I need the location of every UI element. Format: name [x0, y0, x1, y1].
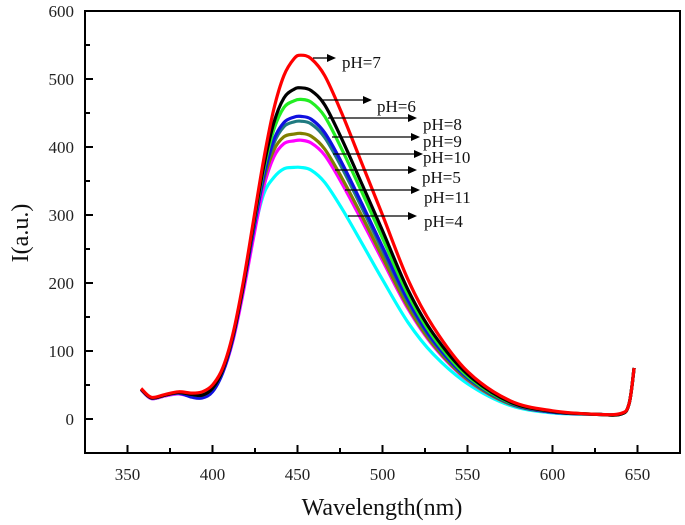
series-line-ph-4 [139, 165, 636, 417]
x-axis-label: Wavelength(nm) [302, 495, 463, 521]
annotation-label: pH=9 [423, 132, 462, 151]
arrowhead-icon [327, 54, 336, 62]
y-tick-label: 600 [49, 2, 75, 21]
y-tick-label: 300 [49, 206, 75, 225]
annotation-label: pH=6 [377, 97, 416, 116]
y-tick-label: 200 [49, 274, 75, 293]
annotation-label: pH=10 [423, 148, 470, 167]
x-axis: 350 400 450 500 550 600 650 [115, 445, 651, 484]
y-tick-label: 0 [66, 410, 75, 429]
arrowhead-icon [408, 212, 417, 220]
x-tick-label: 600 [540, 465, 566, 484]
x-tick-label: 550 [455, 465, 481, 484]
annotation-label: pH=11 [424, 188, 471, 207]
y-tick-label: 400 [49, 138, 75, 157]
series-curves [139, 53, 636, 417]
annotation-label: pH=5 [422, 168, 461, 187]
annotation-label: pH=7 [342, 53, 381, 72]
x-tick-label: 450 [285, 465, 311, 484]
arrowhead-icon [411, 186, 420, 194]
x-tick-label: 500 [370, 465, 396, 484]
arrowhead-icon [408, 166, 417, 174]
arrowhead-icon [411, 133, 420, 141]
arrowhead-icon [408, 114, 417, 122]
series-line-ph-5 [139, 131, 636, 417]
arrowhead-icon [363, 96, 372, 104]
y-tick-label: 500 [49, 70, 75, 89]
y-axis-label: I(a.u.) [8, 204, 34, 263]
arrowhead-icon [414, 150, 423, 158]
annotation-label: pH=8 [423, 115, 462, 134]
x-tick-label: 400 [200, 465, 226, 484]
series-line-ph-7 [139, 53, 636, 417]
y-tick-label: 100 [49, 342, 75, 361]
annotation-label: pH=4 [424, 212, 463, 231]
x-tick-label: 650 [625, 465, 651, 484]
x-tick-label: 350 [115, 465, 141, 484]
series-line-ph-11 [139, 138, 636, 417]
y-axis: 0 100 200 300 400 500 600 [49, 2, 93, 454]
